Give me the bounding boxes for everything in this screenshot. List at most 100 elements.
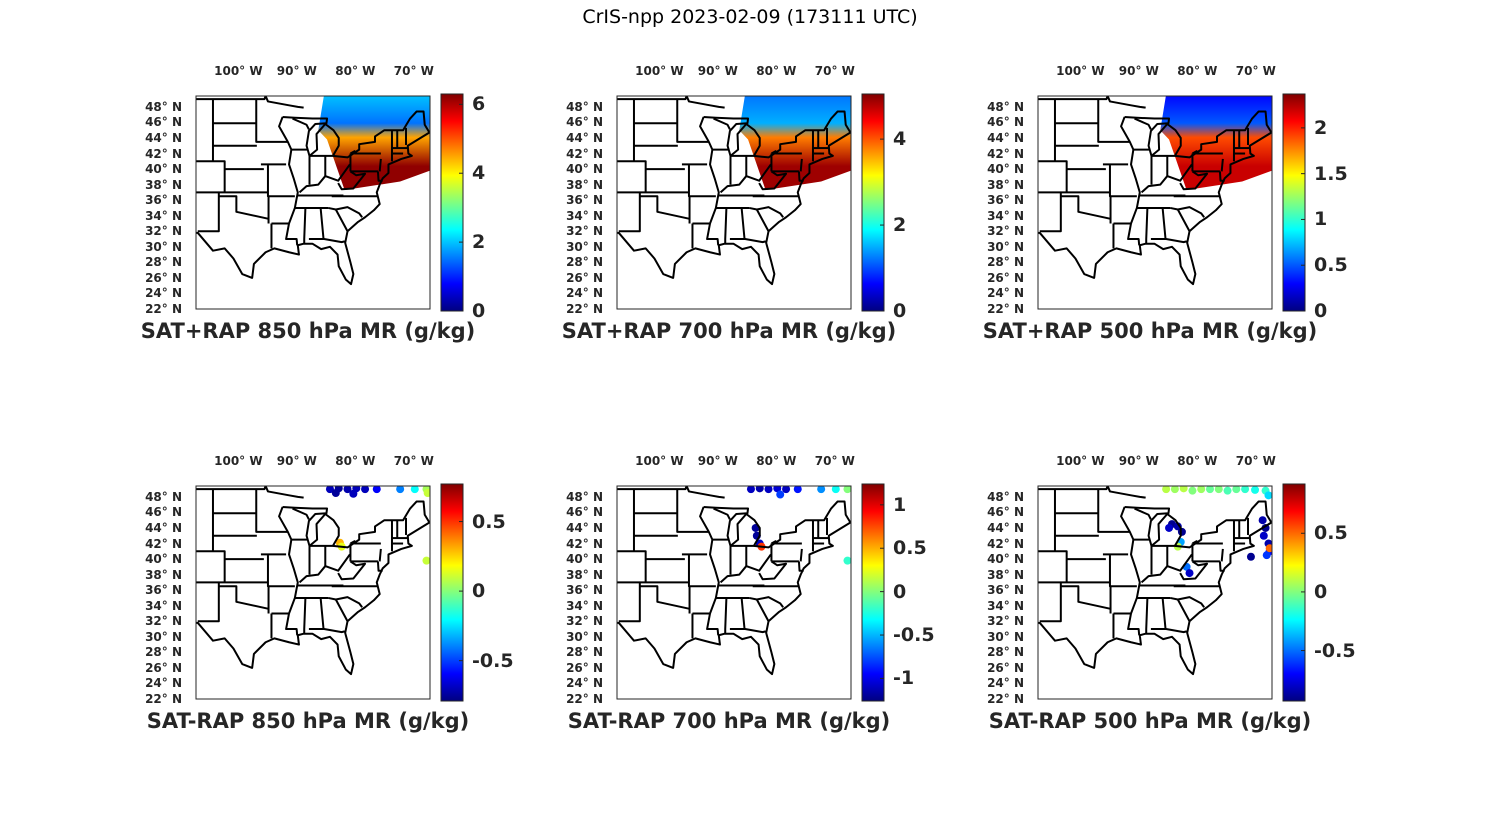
- boundary-line: [1150, 238, 1187, 244]
- latitude-label: 22° N: [987, 302, 1024, 316]
- boundary-line: [292, 507, 310, 520]
- data-point: [1177, 527, 1186, 536]
- latitude-label: 24° N: [987, 676, 1024, 691]
- boundary-line: [332, 110, 430, 159]
- boundary-line: [1170, 206, 1205, 218]
- latitude-label: 40° N: [566, 162, 603, 177]
- latitude-label: 40° N: [145, 552, 182, 567]
- latitude-label: 24° N: [566, 286, 603, 301]
- boundary-line: [749, 596, 784, 608]
- latitude-label: 26° N: [987, 270, 1024, 285]
- colorbar-tick-label: 0: [1314, 580, 1328, 603]
- boundary-line: [719, 163, 772, 194]
- data-layer: [739, 96, 851, 191]
- boundary-line: [639, 195, 690, 220]
- data-point: [331, 488, 340, 497]
- colorbar-tick-label: 1.5: [1314, 162, 1348, 185]
- boundary-line: [1191, 540, 1223, 545]
- boundary-line: [303, 207, 307, 244]
- colorbar-tick-label: -1: [893, 667, 915, 690]
- boundary-line: [1176, 209, 1191, 232]
- boundary-line: [740, 597, 746, 630]
- longitude-label: 70° W: [1235, 454, 1276, 468]
- boundary-line: [298, 553, 351, 584]
- latitude-label: 32° N: [987, 614, 1024, 629]
- longitude-label: 80° W: [335, 454, 376, 468]
- boundary-line: [719, 553, 772, 584]
- latitude-label: 48° N: [987, 99, 1024, 114]
- boundary-line: [1145, 207, 1149, 244]
- boundary-line: [1174, 500, 1272, 549]
- latitude-label: 42° N: [987, 146, 1024, 161]
- boundary-line: [1174, 110, 1272, 159]
- boundary-line: [196, 521, 430, 676]
- map-panel-1: [195, 93, 464, 312]
- boundary-line: [376, 171, 383, 182]
- data-point: [422, 556, 430, 565]
- longitude-label: 80° W: [756, 454, 797, 468]
- boundary-line: [328, 206, 363, 218]
- data-point: [843, 486, 851, 494]
- latitude-label: 38° N: [566, 567, 603, 582]
- latitude-label: 26° N: [145, 270, 182, 285]
- data-point: [1162, 486, 1171, 494]
- latitude-label: 34° N: [987, 598, 1024, 613]
- boundary-line: [617, 581, 641, 623]
- colorbar: [440, 93, 464, 312]
- latitude-label: 44° N: [145, 520, 182, 535]
- boundary-line: [196, 96, 304, 109]
- latitude-label: 46° N: [566, 505, 603, 520]
- boundary-line: [617, 550, 647, 583]
- boundary-line: [1191, 150, 1223, 155]
- boundary-line: [676, 489, 709, 533]
- data-point: [396, 486, 405, 494]
- boundary-line: [1150, 628, 1187, 634]
- data-point: [349, 489, 358, 498]
- data-point: [1258, 516, 1267, 525]
- latitude-label: 32° N: [566, 614, 603, 629]
- latitude-label: 44° N: [566, 130, 603, 145]
- boundary-line: [753, 500, 851, 549]
- boundary-line: [1097, 489, 1130, 533]
- boundary-line: [1038, 96, 1146, 109]
- longitude-label: 90° W: [1118, 454, 1159, 468]
- satellite-swath: [318, 96, 430, 191]
- data-point: [1185, 569, 1194, 578]
- colorbar-tick-label: 0: [472, 300, 486, 322]
- latitude-label: 48° N: [145, 489, 182, 504]
- map-panel-6: [1037, 483, 1306, 702]
- boundary-line: [196, 191, 220, 233]
- latitude-label: 46° N: [145, 115, 182, 130]
- boundary-line: [292, 117, 310, 130]
- boundary-line: [1097, 99, 1130, 143]
- data-point: [764, 486, 773, 494]
- data-point: [782, 486, 791, 494]
- colorbar: [861, 483, 885, 702]
- boundary-line: [278, 506, 299, 636]
- boundary-line: [758, 560, 788, 581]
- longitude-label: 100° W: [214, 454, 263, 468]
- figure-title: CrIS-npp 2023-02-09 (173111 UTC): [582, 6, 918, 28]
- boundary-line: [1134, 507, 1152, 520]
- boundary-line: [196, 131, 430, 286]
- boundary-line: [337, 170, 367, 191]
- colorbar-tick-label: 0.5: [893, 537, 927, 560]
- latitude-label: 36° N: [145, 193, 182, 208]
- latitude-label: 28° N: [566, 255, 603, 270]
- data-point: [343, 486, 352, 494]
- panel-title: SAT+RAP 500 hPa MR (g/kg): [982, 319, 1318, 343]
- latitude-label: 46° N: [566, 115, 603, 130]
- boundary-line: [1145, 597, 1149, 634]
- longitude-label: 70° W: [393, 454, 434, 468]
- longitude-label: 90° W: [1118, 64, 1159, 78]
- latitude-label: 34° N: [566, 208, 603, 223]
- boundary-line: [278, 116, 299, 246]
- longitude-label: 100° W: [1056, 64, 1105, 78]
- longitude-label: 90° W: [276, 64, 317, 78]
- boundary-line: [1124, 115, 1171, 157]
- boundary-line: [1161, 597, 1167, 630]
- boundary-line: [218, 585, 269, 610]
- boundary-line: [1038, 581, 1062, 623]
- boundary-line: [334, 209, 349, 232]
- boundary-line: [729, 628, 766, 634]
